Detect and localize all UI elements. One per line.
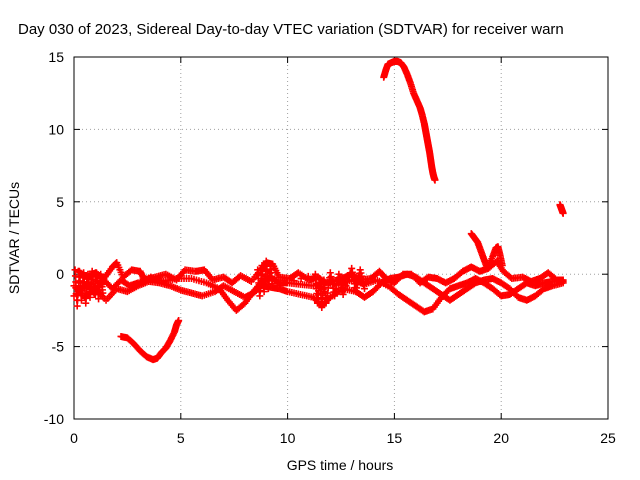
data-point: [498, 262, 506, 270]
data-points: [70, 57, 567, 364]
data-point: [342, 282, 350, 290]
x-tick-label: 0: [70, 430, 78, 446]
series-7: [380, 57, 439, 184]
x-tick-label: 20: [493, 430, 509, 446]
data-point: [360, 285, 368, 293]
x-tick-labels: 0 5 10 15 20 25: [70, 430, 616, 446]
data-point: [276, 281, 284, 289]
y-tick-label: 5: [56, 194, 64, 210]
data-point: [175, 317, 183, 325]
series-8: [556, 201, 567, 217]
data-point: [559, 276, 567, 284]
axis-ticks: [73, 56, 609, 420]
x-tick-label: 5: [177, 430, 185, 446]
y-tick-label: 0: [56, 266, 64, 282]
series-6: [467, 230, 506, 272]
data-point: [304, 272, 312, 280]
series-5: [117, 317, 183, 364]
data-point: [341, 286, 349, 294]
plot-frame: [73, 56, 609, 420]
y-tick-label: 15: [48, 49, 64, 65]
data-point: [431, 176, 439, 184]
x-tick-label: 15: [387, 430, 403, 446]
data-point: [269, 283, 277, 291]
x-axis-label: GPS time / hours: [287, 457, 394, 473]
y-tick-label: -10: [44, 411, 64, 427]
data-point: [283, 279, 291, 287]
x-tick-label: 10: [280, 430, 296, 446]
chart-title: Day 030 of 2023, Sidereal Day-to-day VTE…: [18, 21, 564, 38]
y-tick-label: 10: [48, 121, 64, 137]
series-3: [71, 266, 107, 310]
series-4: [254, 257, 368, 312]
y-tick-labels: 15 10 5 0 -5 -10: [44, 49, 64, 427]
data-point: [71, 266, 79, 274]
y-axis-label: SDTVAR / TECUs: [6, 182, 22, 294]
y-tick-label: -5: [52, 339, 65, 355]
data-point: [290, 277, 298, 285]
data-point: [343, 277, 351, 285]
x-tick-label: 25: [600, 430, 616, 446]
grid-lines: [73, 56, 609, 420]
data-point: [99, 289, 107, 297]
data-point: [559, 209, 567, 217]
data-point: [297, 275, 305, 283]
data-point: [339, 290, 347, 298]
data-point: [345, 273, 353, 281]
